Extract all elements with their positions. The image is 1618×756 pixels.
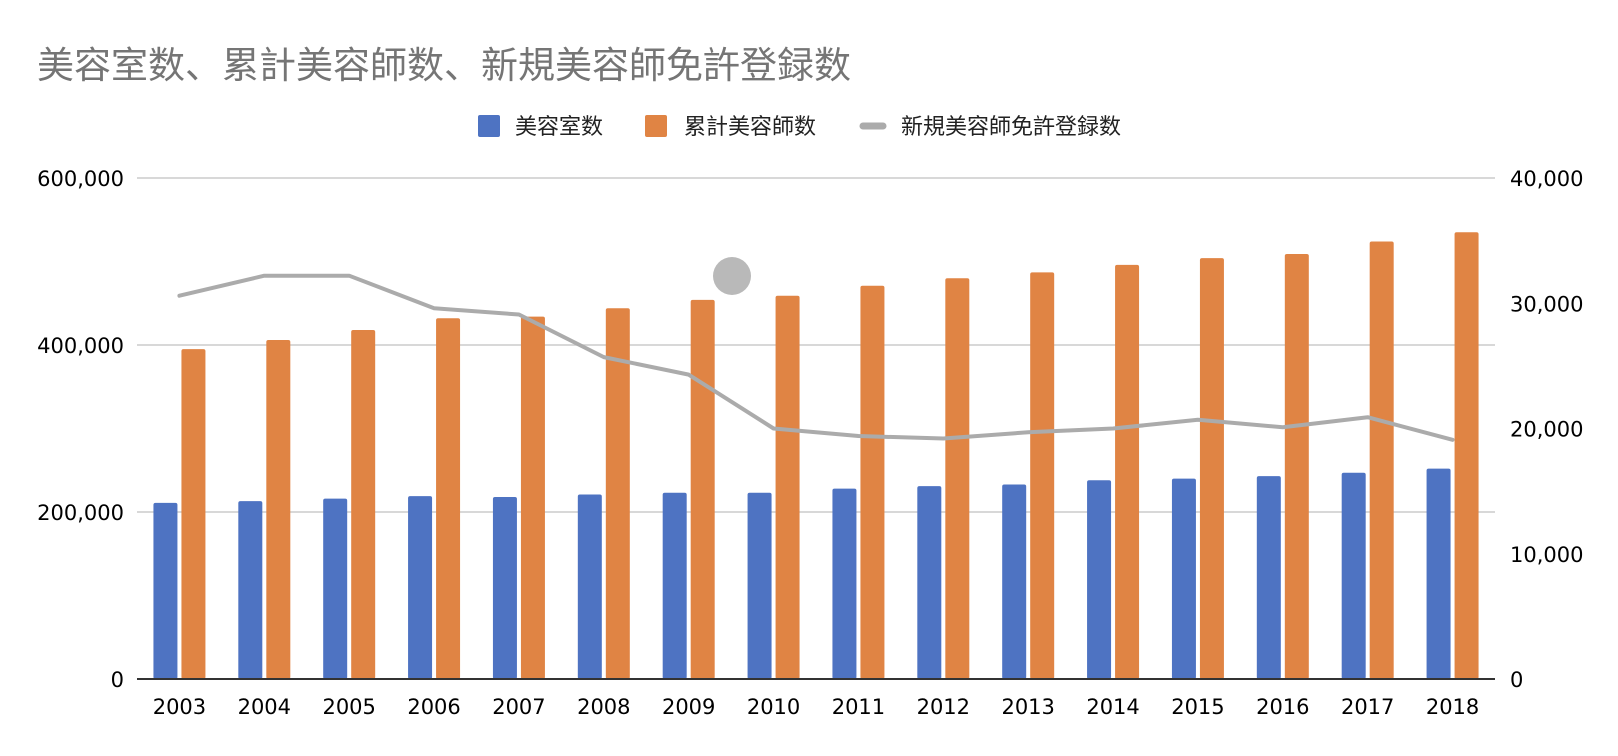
right-axis-ticks: 0 10,000 20,000 30,000 40,000 [1510, 167, 1583, 692]
bar-salons [238, 501, 263, 679]
line-series [177, 273, 1455, 442]
bar-hairdressers [1199, 258, 1224, 679]
x-tick-label: 2014 [1086, 695, 1139, 719]
x-tick-label: 2008 [577, 695, 630, 719]
x-axis-ticks: 2003 2004 2005 2006 2007 2008 2009 2010 2011 2012… [153, 695, 1480, 719]
legend: 美容室数 累計美容師数 新規美容師免許登録数 [478, 115, 1121, 140]
bar-hairdressers [181, 349, 206, 679]
bar-hairdressers [351, 329, 376, 679]
bar-salons [917, 486, 942, 679]
x-tick-label: 2010 [747, 695, 800, 719]
bar-salons [1087, 480, 1112, 679]
bar-salons [323, 498, 348, 679]
x-tick-label: 2015 [1171, 695, 1224, 719]
bar-hairdressers [775, 295, 800, 679]
bar-hairdressers [1115, 264, 1140, 679]
left-tick-label: 400,000 [37, 334, 124, 358]
bar-salons [153, 502, 178, 679]
bar-hairdressers [690, 299, 715, 679]
x-tick-label: 2016 [1256, 695, 1309, 719]
x-tick-label: 2017 [1341, 695, 1394, 719]
bar-hairdressers [520, 316, 545, 679]
bar-salons [1171, 478, 1196, 679]
bar-salons [1256, 476, 1281, 679]
bar-salons [408, 496, 433, 679]
bar-salons [1426, 468, 1451, 679]
right-tick-label: 0 [1510, 668, 1523, 692]
left-tick-label: 200,000 [37, 501, 124, 525]
legend-label-salons: 美容室数 [515, 115, 603, 140]
right-tick-label: 10,000 [1510, 543, 1583, 567]
bar-hairdressers [945, 278, 970, 679]
x-tick-label: 2012 [917, 695, 970, 719]
bar-salons [662, 492, 687, 679]
x-tick-label: 2003 [153, 695, 206, 719]
x-tick-label: 2004 [238, 695, 291, 719]
bar-hairdressers [1284, 253, 1309, 680]
x-tick-label: 2009 [662, 695, 715, 719]
bar-salons [1002, 484, 1027, 679]
legend-swatch-hairdressers [645, 115, 667, 137]
bar-salons [577, 494, 602, 679]
bar-hairdressers [1454, 232, 1479, 679]
right-tick-label: 20,000 [1510, 418, 1583, 442]
bar-hairdressers [266, 339, 291, 679]
x-tick-label: 2013 [1001, 695, 1054, 719]
bars [153, 232, 1479, 680]
left-tick-label: 0 [111, 668, 124, 692]
bar-salons [832, 488, 857, 679]
pointer-marker [713, 257, 751, 295]
legend-label-hairdressers: 累計美容師数 [684, 115, 816, 140]
bar-hairdressers [605, 308, 630, 679]
x-tick-label: 2007 [492, 695, 545, 719]
line-new-licenses [177, 273, 1455, 442]
x-tick-label: 2011 [832, 695, 885, 719]
left-axis-ticks: 0 200,000 400,000 600,000 [37, 167, 124, 692]
left-tick-label: 600,000 [37, 167, 124, 191]
bar-hairdressers [436, 318, 461, 679]
x-tick-label: 2006 [407, 695, 460, 719]
bar-salons [747, 492, 772, 679]
chart-title: 美容室数、累計美容師数、新規美容師免許登録数 [37, 44, 851, 87]
bar-salons [1341, 472, 1366, 679]
bar-hairdressers [860, 285, 885, 679]
x-tick-label: 2005 [322, 695, 375, 719]
right-tick-label: 40,000 [1510, 167, 1583, 191]
right-tick-label: 30,000 [1510, 292, 1583, 316]
bar-salons [492, 496, 517, 679]
legend-label-new-licenses: 新規美容師免許登録数 [901, 115, 1121, 140]
bar-hairdressers [1030, 272, 1055, 679]
x-tick-label: 2018 [1426, 695, 1479, 719]
bar-hairdressers [1369, 241, 1394, 679]
legend-swatch-salons [478, 115, 500, 137]
